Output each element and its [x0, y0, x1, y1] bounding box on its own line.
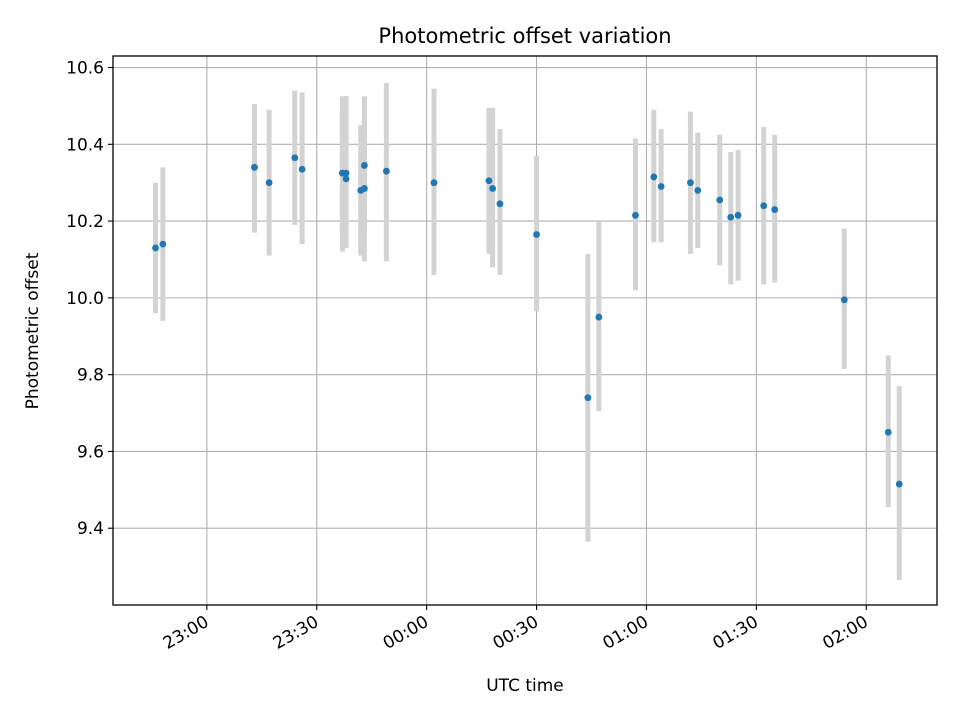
data-point — [382, 167, 390, 175]
data-point — [342, 175, 350, 183]
y-tick-label: 9.8 — [77, 366, 104, 386]
data-point — [360, 185, 368, 192]
y-tick-label: 9.4 — [77, 519, 104, 539]
data-point — [716, 196, 724, 204]
data-point — [360, 162, 368, 169]
y-tick-label: 10.0 — [66, 289, 104, 309]
data-point — [895, 480, 903, 488]
chart-title: Photometric offset variation — [378, 24, 671, 48]
data-point — [632, 211, 639, 219]
data-point — [265, 179, 273, 187]
data-point — [485, 177, 493, 185]
data-point — [291, 154, 299, 162]
data-point — [771, 206, 779, 213]
data-point — [760, 202, 768, 210]
data-point — [694, 186, 702, 194]
y-tick-label: 10.4 — [66, 135, 104, 155]
data-point — [298, 165, 306, 173]
data-point — [430, 179, 438, 187]
data-point — [159, 240, 167, 248]
plot-frame — [112, 55, 938, 606]
y-tick-label: 9.6 — [77, 442, 104, 462]
data-point — [734, 211, 742, 219]
data-point — [840, 296, 848, 304]
data-point — [687, 179, 694, 187]
data-point — [489, 185, 497, 192]
data-point — [650, 173, 658, 181]
data-points — [152, 154, 903, 488]
y-axis-label: Photometric offset — [23, 252, 43, 409]
data-point — [342, 169, 350, 177]
data-point — [727, 213, 735, 221]
data-point — [496, 200, 504, 208]
x-axis-label: UTC time — [486, 676, 564, 696]
data-point — [657, 183, 665, 190]
y-axis-ticks: 9.4 9.6 9.8 10.0 10.2 10.4 10.6 — [66, 59, 113, 539]
data-point — [251, 163, 258, 171]
data-point — [584, 394, 592, 402]
data-point — [595, 313, 603, 321]
data-point — [533, 231, 540, 238]
data-point — [152, 244, 159, 252]
y-tick-label: 10.2 — [66, 212, 104, 232]
grid — [113, 56, 937, 605]
data-point — [884, 428, 892, 436]
y-tick-label: 10.6 — [66, 59, 104, 79]
